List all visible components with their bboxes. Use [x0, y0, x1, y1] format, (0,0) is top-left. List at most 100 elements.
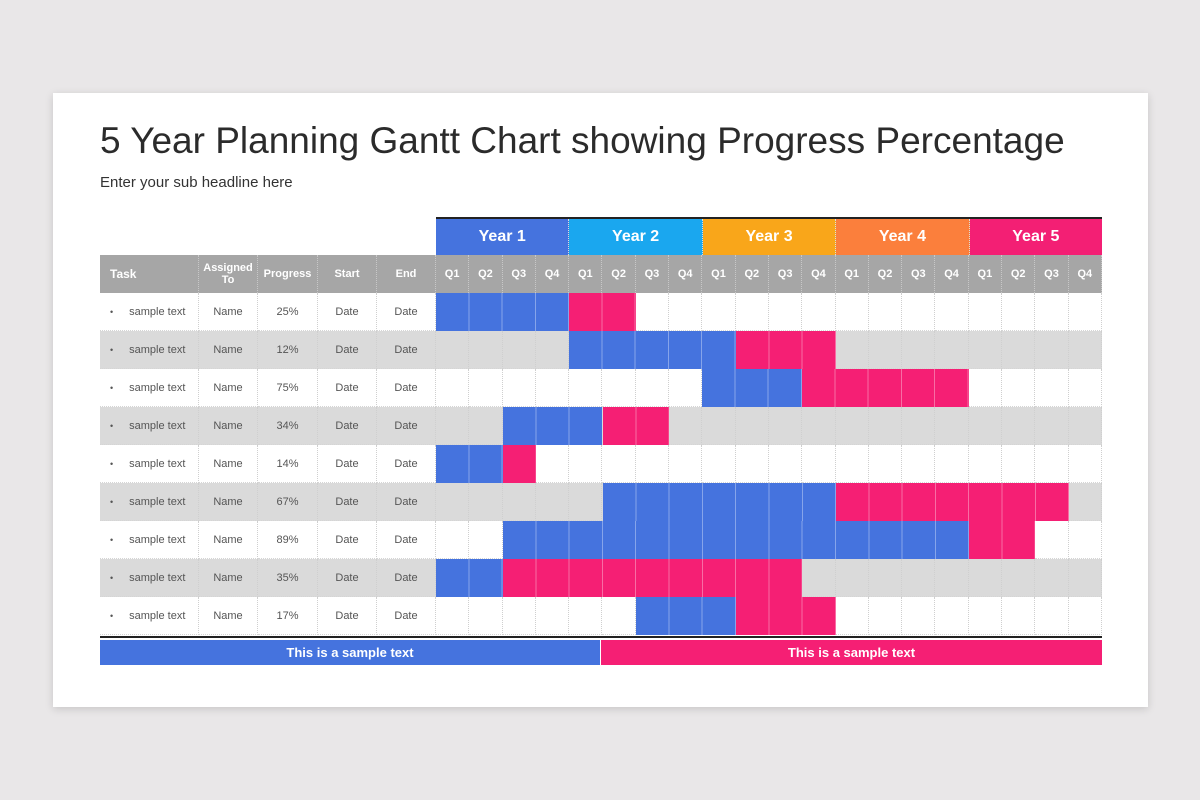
quarter-cell	[902, 293, 936, 331]
column-header: Task Assigned To Progress Start End Q1 Q2 Q3 Q4 Q…	[100, 255, 1102, 293]
cell-progress: 34%	[258, 407, 318, 445]
quarter-cell	[802, 293, 836, 331]
cell-progress: 67%	[258, 483, 318, 521]
quarter-cell	[902, 445, 936, 483]
quarter-label: Q1	[969, 255, 1003, 293]
subtitle: Enter your sub headline here	[100, 174, 293, 191]
cell-start: Date	[318, 369, 377, 407]
quarter-label: Q1	[436, 255, 470, 293]
quarter-cell	[535, 369, 570, 407]
quarter-cell	[436, 483, 470, 521]
bar-done	[635, 597, 736, 635]
bullet-icon: •	[110, 572, 114, 583]
quarter-cell	[1002, 407, 1036, 445]
quarter-label: Q4	[669, 255, 703, 293]
cell-progress: 35%	[258, 559, 318, 597]
cell-end: Date	[377, 293, 436, 331]
bar-remaining	[802, 369, 969, 407]
column-header-4: End	[377, 255, 436, 293]
quarter-cell	[502, 331, 536, 369]
cell-start: Date	[318, 445, 377, 483]
quarter-cell	[469, 407, 503, 445]
quarter-cell	[1002, 293, 1036, 331]
quarter-cell	[935, 559, 969, 597]
cell-assigned: Name	[199, 369, 258, 407]
quarter-label: Q4	[802, 255, 836, 293]
task-label: sample text	[129, 457, 186, 470]
quarter-cell	[868, 559, 903, 597]
quarter-cell	[469, 521, 503, 559]
quarter-cell	[902, 597, 936, 635]
task-label: sample text	[129, 343, 186, 356]
quarter-cell	[968, 445, 1003, 483]
quarter-cell	[735, 445, 769, 483]
quarter-cell	[569, 369, 603, 407]
task-label: sample text	[129, 571, 186, 584]
bullet-icon: •	[110, 420, 114, 431]
quarter-cell	[768, 445, 803, 483]
cell-task: • sample text	[100, 407, 199, 445]
quarter-cell	[535, 597, 570, 635]
cell-assigned: Name	[199, 597, 258, 635]
cell-task: • sample text	[100, 293, 199, 331]
quarter-label: Q1	[569, 255, 603, 293]
quarter-cell	[669, 369, 703, 407]
quarter-cell	[502, 369, 536, 407]
task-label: sample text	[129, 609, 186, 622]
cell-assigned: Name	[199, 331, 258, 369]
quarter-cell	[835, 445, 869, 483]
cell-end: Date	[377, 407, 436, 445]
quarter-cell	[1035, 331, 1069, 369]
quarter-label: Q3	[636, 255, 670, 293]
quarter-cell	[1068, 597, 1102, 635]
quarter-cell	[1035, 597, 1069, 635]
table-row: • sample text Name 17% Date Date	[100, 597, 1102, 635]
quarter-cell	[968, 559, 1003, 597]
page-title: 5 Year Planning Gantt Chart showing Prog…	[100, 120, 1065, 161]
task-label: sample text	[129, 533, 186, 546]
bar-remaining	[735, 331, 836, 369]
quarter-cell	[968, 597, 1003, 635]
bar-remaining	[602, 407, 670, 445]
table-row: • sample text Name 14% Date Date	[100, 445, 1102, 483]
year-label: Year 1	[436, 219, 570, 255]
cell-end: Date	[377, 445, 436, 483]
bar-done	[502, 521, 969, 559]
quarter-label: Q4	[935, 255, 969, 293]
cell-task: • sample text	[100, 559, 199, 597]
quarter-cell	[702, 293, 736, 331]
bar-done	[436, 293, 570, 331]
quarter-cell	[968, 407, 1003, 445]
quarter-label: Q1	[836, 255, 869, 293]
quarter-cell	[968, 369, 1003, 407]
cell-assigned: Name	[199, 293, 258, 331]
bar-remaining	[569, 293, 636, 331]
quarter-cell	[968, 331, 1003, 369]
quarter-cell	[469, 369, 503, 407]
quarter-cell	[1002, 597, 1036, 635]
bar-done	[502, 407, 603, 445]
year-label: Year 4	[836, 219, 970, 255]
quarter-cell	[1035, 559, 1069, 597]
cell-task: • sample text	[100, 369, 199, 407]
quarter-label: Q1	[702, 255, 736, 293]
cell-progress: 89%	[258, 521, 318, 559]
cell-task: • sample text	[100, 597, 199, 635]
cell-task: • sample text	[100, 521, 199, 559]
cell-end: Date	[377, 369, 436, 407]
quarter-cell	[802, 407, 836, 445]
quarter-cell	[902, 559, 936, 597]
cell-assigned: Name	[199, 407, 258, 445]
quarter-cell	[436, 369, 470, 407]
cell-start: Date	[318, 293, 377, 331]
quarter-cell	[502, 483, 536, 521]
bullet-icon: •	[110, 344, 114, 355]
bullet-icon: •	[110, 458, 114, 469]
quarter-label: Q4	[536, 255, 570, 293]
task-label: sample text	[129, 381, 186, 394]
quarter-label: Q3	[1035, 255, 1069, 293]
cell-assigned: Name	[199, 445, 258, 483]
quarter-cell	[902, 331, 936, 369]
cell-progress: 14%	[258, 445, 318, 483]
bullet-icon: •	[110, 610, 114, 621]
